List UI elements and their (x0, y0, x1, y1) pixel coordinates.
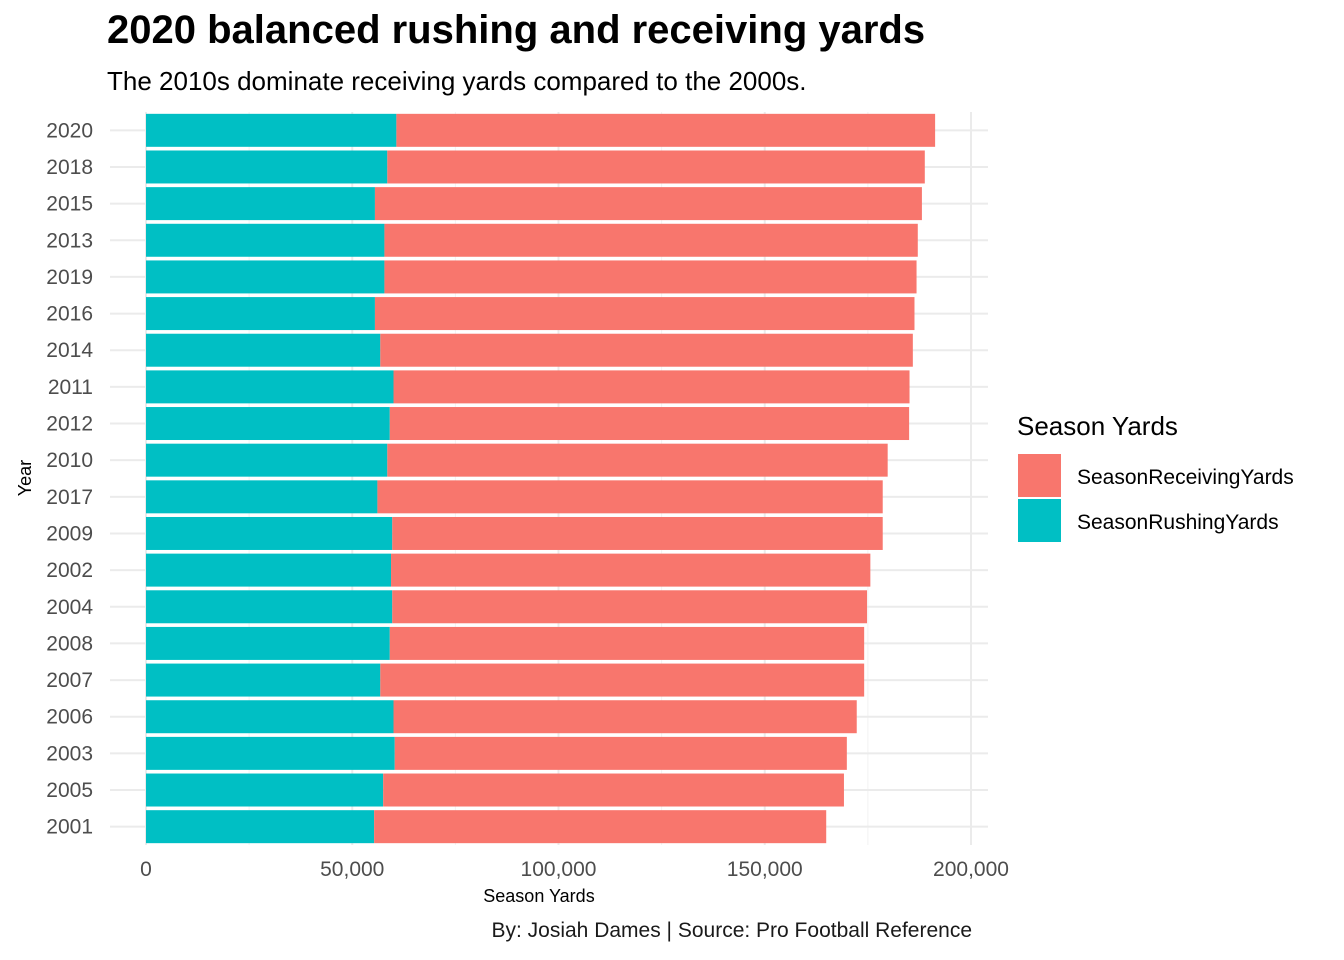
legend: Season Yards SeasonReceivingYards SeasonR… (1017, 411, 1294, 542)
bar-receiving-2016 (374, 297, 915, 331)
y-tick-label: 2003 (46, 742, 93, 765)
y-tick-label: 2002 (46, 559, 93, 582)
bar-rushing-2012 (146, 407, 390, 441)
x-tick-label: 150,000 (727, 858, 803, 881)
y-tick-label: 2019 (46, 266, 93, 289)
bar-rushing-2001 (146, 810, 375, 844)
bar-rushing-2019 (146, 260, 385, 294)
bar-receiving-2005 (383, 773, 844, 807)
bar-rushing-2016 (146, 297, 375, 331)
bar-rushing-2005 (146, 773, 384, 807)
bar-rushing-2003 (146, 736, 395, 770)
bar-rushing-2006 (146, 700, 394, 734)
bar-receiving-2001 (374, 810, 827, 844)
bar-rushing-2014 (146, 333, 381, 367)
x-tick-label: 200,000 (933, 858, 1009, 881)
bar-receiving-2015 (374, 187, 922, 221)
bar-rushing-2011 (146, 370, 394, 404)
chart-title: 2020 balanced rushing and receiving yard… (107, 8, 926, 52)
y-tick-label: 2015 (46, 193, 93, 216)
bar-receiving-2020 (396, 113, 936, 147)
bar-receiving-2003 (394, 736, 847, 770)
y-tick-label: 2005 (46, 779, 93, 802)
y-tick-label: 2001 (46, 816, 93, 839)
bar-rushing-2020 (146, 113, 397, 147)
bar-rushing-2007 (146, 663, 381, 697)
bar-rushing-2002 (146, 553, 392, 587)
legend-key-SeasonRushingYards (1018, 499, 1061, 542)
bar-receiving-2014 (380, 333, 913, 367)
bar-receiving-2017 (377, 480, 883, 514)
bar-receiving-2002 (391, 553, 871, 587)
bar-receiving-2019 (384, 260, 917, 294)
bar-receiving-2018 (387, 150, 925, 184)
y-tick-label: 2013 (46, 229, 93, 252)
y-tick-label: 2012 (46, 413, 93, 436)
bar-rushing-2008 (146, 626, 390, 660)
bars (146, 113, 936, 844)
bar-receiving-2007 (380, 663, 865, 697)
y-tick-label: 2008 (46, 632, 93, 655)
y-axis-ticks: 2020 2018 2015 2013 2019 2016 2014 2011 2012 2010… (46, 119, 93, 838)
legend-key-SeasonReceivingYards (1018, 454, 1061, 497)
chart-caption: By: Josiah Dames | Source: Pro Football … (491, 919, 972, 942)
x-tick-label: 100,000 (521, 858, 597, 881)
y-tick-label: 2009 (46, 522, 93, 545)
legend-title: Season Yards (1017, 411, 1178, 441)
bar-rushing-2010 (146, 443, 388, 477)
grid-lines (110, 112, 988, 845)
bar-receiving-2012 (389, 407, 910, 441)
bar-receiving-2009 (392, 516, 883, 550)
y-tick-label: 2020 (46, 119, 93, 142)
y-tick-label: 2004 (46, 596, 93, 619)
bar-rushing-2018 (146, 150, 388, 184)
bar-rushing-2017 (146, 480, 378, 514)
x-axis-ticks: 0 50,000 100,000 150,000 200,000 (140, 858, 1009, 881)
bar-rushing-2013 (146, 223, 385, 257)
y-tick-label: 2017 (46, 486, 93, 509)
y-tick-label: 2016 (46, 303, 93, 326)
bar-rushing-2009 (146, 516, 393, 550)
bar-receiving-2006 (393, 700, 857, 734)
bar-receiving-2010 (387, 443, 888, 477)
y-tick-label: 2010 (46, 449, 93, 472)
bar-receiving-2013 (384, 223, 918, 257)
bar-rushing-2004 (146, 590, 393, 624)
bar-rushing-2015 (146, 187, 375, 221)
x-tick-label: 0 (140, 858, 152, 881)
x-tick-label: 50,000 (320, 858, 384, 881)
y-tick-label: 2007 (46, 669, 93, 692)
legend-label: SeasonRushingYards (1077, 511, 1279, 534)
x-axis-title: Season Yards (483, 886, 594, 906)
y-tick-label: 2011 (48, 376, 93, 399)
y-axis-title: Year (15, 460, 35, 496)
bar-receiving-2008 (389, 626, 865, 660)
y-tick-label: 2018 (46, 156, 93, 179)
y-tick-label: 2014 (46, 339, 93, 362)
chart-subtitle: The 2010s dominate receiving yards compa… (107, 66, 807, 96)
bar-receiving-2011 (393, 370, 910, 404)
bar-receiving-2004 (392, 590, 868, 624)
legend-label: SeasonReceivingYards (1077, 466, 1294, 489)
y-tick-label: 2006 (46, 706, 93, 729)
